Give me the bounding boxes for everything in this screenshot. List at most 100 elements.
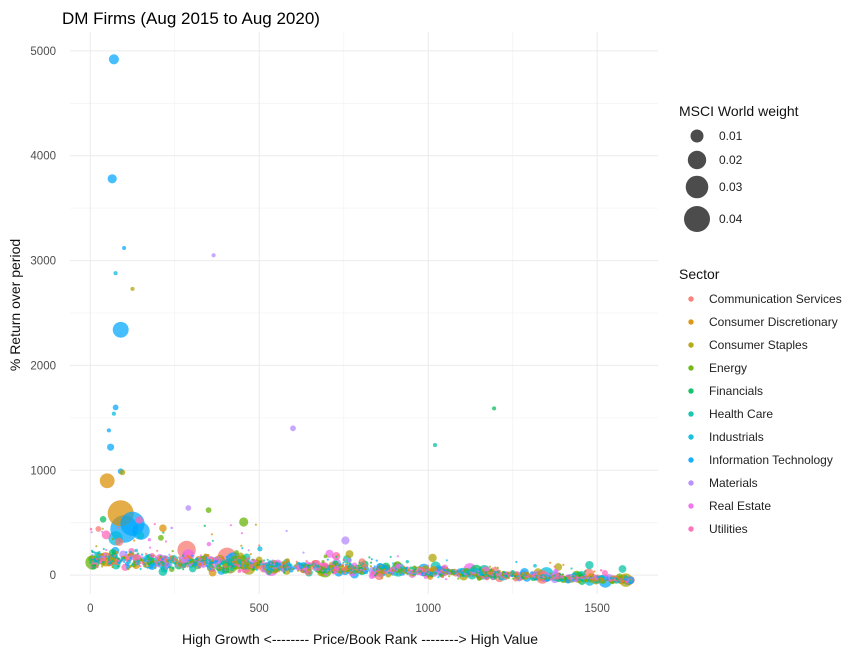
data-point: [341, 536, 350, 545]
data-point: [178, 556, 181, 560]
size-legend-key: [690, 129, 704, 143]
data-point: [197, 558, 200, 561]
data-point: [466, 572, 469, 576]
data-point: [606, 575, 609, 578]
sector-legend-label: Consumer Staples: [709, 338, 808, 352]
data-point: [355, 570, 359, 574]
data-point: [112, 321, 129, 338]
data-point: [256, 562, 259, 565]
data-point: [211, 253, 216, 258]
data-point: [159, 524, 167, 533]
data-point: [112, 404, 119, 411]
data-point: [386, 567, 390, 570]
data-point: [370, 561, 373, 564]
data-point: [116, 565, 120, 568]
data-point: [423, 573, 426, 576]
data-point: [526, 575, 530, 579]
data-point: [286, 565, 289, 569]
data-point: [141, 556, 144, 559]
data-point: [185, 505, 192, 511]
data-point: [405, 566, 408, 570]
data-point: [147, 562, 150, 565]
data-point: [214, 563, 217, 566]
data-point: [584, 578, 588, 581]
data-point: [457, 574, 461, 577]
data-point: [204, 561, 207, 564]
sector-legend-label: Health Care: [709, 407, 773, 421]
data-point: [442, 571, 445, 574]
data-point: [329, 564, 332, 568]
y-tick-label: 2000: [30, 360, 56, 372]
data-point: [531, 575, 534, 578]
data-point: [438, 573, 441, 576]
data-point: [96, 565, 99, 569]
data-point: [619, 578, 622, 581]
data-point: [171, 566, 175, 570]
data-point: [164, 540, 168, 543]
data-point: [389, 555, 392, 559]
data-point: [427, 575, 430, 578]
data-point: [306, 566, 309, 569]
y-tick-label: 4000: [30, 151, 56, 163]
data-point: [183, 555, 186, 558]
data-point: [445, 578, 448, 581]
data-point: [375, 568, 378, 571]
data-point: [373, 565, 376, 568]
data-point: [365, 566, 368, 569]
data-point: [323, 566, 326, 569]
data-point: [119, 469, 126, 476]
data-point: [437, 571, 440, 574]
data-point: [132, 560, 135, 564]
data-point: [417, 568, 420, 571]
data-point: [553, 574, 556, 577]
data-point: [471, 571, 474, 575]
data-point: [625, 578, 629, 581]
chart-title: DM Firms (Aug 2015 to Aug 2020): [62, 9, 320, 28]
data-point: [386, 571, 389, 574]
data-point: [547, 578, 550, 581]
data-point: [275, 565, 278, 568]
data-point: [304, 571, 307, 574]
data-point: [504, 578, 507, 581]
data-point: [210, 533, 213, 536]
data-point: [202, 556, 207, 561]
data-point: [599, 569, 603, 572]
data-point: [266, 558, 269, 561]
data-point: [211, 539, 214, 542]
data-point: [555, 573, 559, 577]
data-point: [368, 572, 375, 580]
data-point: [206, 541, 212, 547]
data-point: [498, 574, 501, 577]
data-point: [373, 569, 376, 572]
data-point: [383, 568, 386, 571]
data-point: [489, 572, 492, 575]
data-point: [209, 568, 212, 571]
data-point: [336, 568, 339, 571]
data-point: [167, 566, 171, 569]
data-point: [162, 531, 165, 534]
data-point: [617, 578, 620, 581]
data-point: [364, 564, 367, 567]
data-point: [377, 571, 380, 574]
data-point: [114, 537, 124, 546]
data-point: [189, 559, 192, 562]
data-point: [622, 581, 626, 584]
data-point: [430, 575, 433, 578]
data-point: [512, 577, 515, 580]
data-point: [171, 560, 175, 563]
data-point: [249, 566, 252, 569]
data-point: [269, 565, 272, 568]
data-point: [101, 530, 104, 533]
data-point: [267, 570, 271, 573]
data-point: [128, 559, 131, 562]
data-point: [427, 568, 430, 571]
data-point: [229, 562, 232, 565]
data-point: [400, 564, 403, 567]
data-point: [106, 428, 111, 433]
data-point: [377, 566, 380, 569]
sector-legend-key: [688, 503, 694, 509]
data-point: [331, 567, 334, 570]
data-point: [211, 563, 214, 566]
data-point: [446, 567, 449, 570]
data-point: [240, 532, 244, 535]
